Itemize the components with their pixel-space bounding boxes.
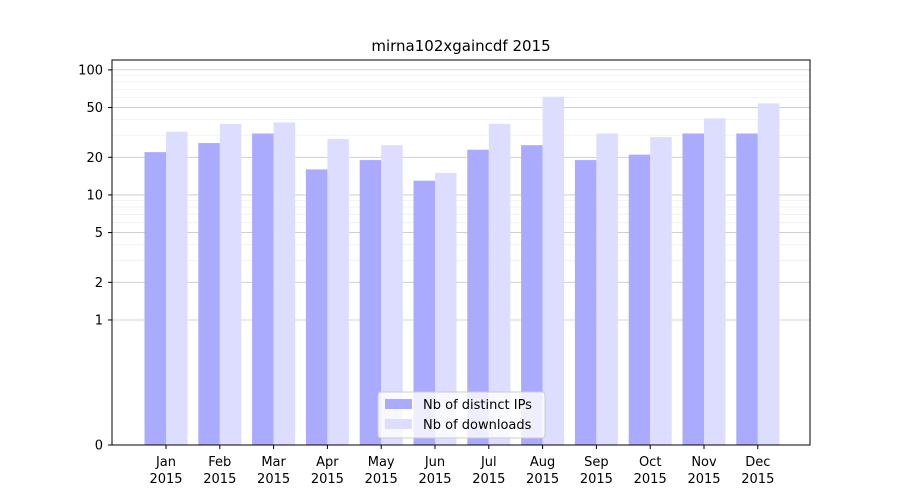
x-tick-label-year: 2015 xyxy=(203,472,236,487)
bar-downloads xyxy=(596,133,618,445)
x-tick-label-year: 2015 xyxy=(365,472,398,487)
bar-distinct-ips xyxy=(736,133,758,445)
bar-downloads xyxy=(327,139,349,445)
plot-frame xyxy=(111,59,811,446)
x-tick-label-month: Sep xyxy=(584,455,609,470)
x-tick-label-year: 2015 xyxy=(418,472,451,487)
bar-downloads xyxy=(542,96,565,445)
x-tick-label-month: Jan xyxy=(155,455,176,470)
bar-distinct-ips xyxy=(628,154,651,446)
bar-downloads xyxy=(757,103,780,446)
y-tick-label: 0 xyxy=(95,439,103,454)
x-tick-label-month: Feb xyxy=(208,455,231,470)
legend-box xyxy=(377,391,546,439)
bar-distinct-ips xyxy=(144,152,166,445)
bar-downloads xyxy=(219,123,242,445)
y-tick-label: 20 xyxy=(86,151,103,166)
x-axis: Jan 2015 Feb 2015 Mar 2015 Apr 2015 May 2015 Jun 20… xyxy=(149,445,774,487)
bar-distinct-ips xyxy=(521,145,543,445)
x-tick-label-month: Mar xyxy=(261,455,286,470)
legend-swatch-downloads xyxy=(385,419,412,429)
x-tick-label-year: 2015 xyxy=(741,472,774,487)
x-tick-label-month: Oct xyxy=(639,455,661,470)
chart-title: mirna102xgaincdf 2015 xyxy=(371,37,550,55)
legend-swatch-distinct-ips xyxy=(385,399,412,409)
bar-downloads xyxy=(488,123,511,445)
bar-downloads xyxy=(704,118,726,445)
y-axis: 0 1 2 5 10 20 50 100 xyxy=(78,63,112,454)
bar-distinct-ips xyxy=(198,143,220,445)
x-tick-label-year: 2015 xyxy=(149,472,182,487)
x-tick-label-year: 2015 xyxy=(580,472,613,487)
x-tick-label-month: Nov xyxy=(691,455,717,470)
bar-distinct-ips xyxy=(252,133,274,445)
bar-distinct-ips xyxy=(467,149,489,446)
bar-distinct-ips xyxy=(305,169,328,445)
bar-downloads xyxy=(435,172,457,445)
x-tick-label-year: 2015 xyxy=(634,472,667,487)
y-tick-label: 100 xyxy=(78,63,103,78)
bar-distinct-ips xyxy=(574,160,597,445)
y-tick-label: 50 xyxy=(86,101,103,116)
x-tick-label-year: 2015 xyxy=(311,472,344,487)
y-tick-label: 1 xyxy=(95,313,103,328)
bar-distinct-ips xyxy=(682,133,704,445)
legend: Nb of distinct IPs Nb of downloads xyxy=(377,391,546,439)
bar-downloads xyxy=(166,131,188,445)
bar-downloads xyxy=(650,137,672,445)
x-tick-label-year: 2015 xyxy=(257,472,290,487)
x-tick-label-month: Apr xyxy=(316,455,339,470)
legend-label: Nb of distinct IPs xyxy=(423,398,532,413)
legend-label: Nb of downloads xyxy=(423,418,532,433)
bars xyxy=(144,96,780,446)
bar-downloads xyxy=(273,122,296,445)
bar-distinct-ips xyxy=(359,160,382,445)
x-tick-label-year: 2015 xyxy=(687,472,720,487)
x-tick-label-year: 2015 xyxy=(526,472,559,487)
x-tick-label-month: Aug xyxy=(530,455,555,470)
x-tick-label-month: Dec xyxy=(745,455,770,470)
x-tick-label-month: May xyxy=(368,455,395,470)
y-tick-label: 2 xyxy=(95,276,103,291)
x-tick-label-month: Jun xyxy=(424,455,445,470)
x-tick-label-year: 2015 xyxy=(472,472,505,487)
bar-downloads xyxy=(381,145,403,445)
bar-distinct-ips xyxy=(413,180,435,445)
y-tick-label: 5 xyxy=(95,226,103,241)
x-tick-label-month: Jul xyxy=(480,455,497,470)
y-tick-label: 10 xyxy=(86,188,103,203)
